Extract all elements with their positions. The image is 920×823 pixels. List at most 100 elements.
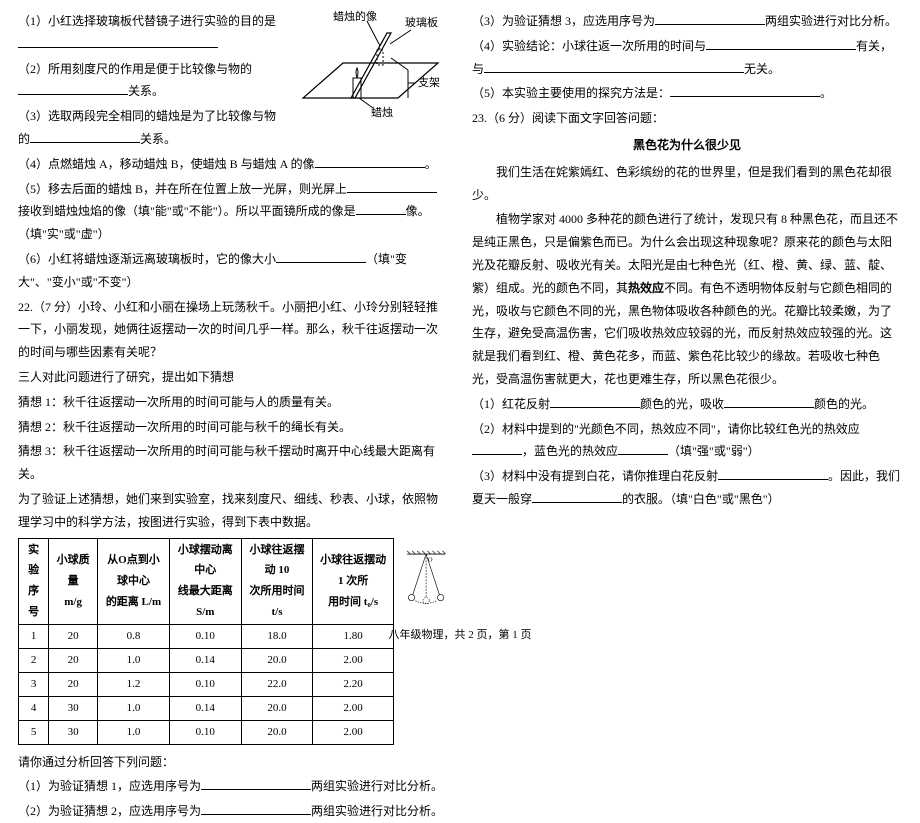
table-cell: 1.0 xyxy=(98,720,170,744)
t: （3）为验证猜想 3，应选用序号为 xyxy=(472,14,655,28)
table-header: 从O点到小球中心的距离 L/m xyxy=(98,538,170,625)
blank xyxy=(18,36,218,48)
table-cell: 4 xyxy=(19,696,49,720)
table-row: 2201.00.1420.02.00 xyxy=(19,648,394,672)
blank xyxy=(706,38,856,50)
right-column: （3）为验证猜想 3，应选用序号为两组实验进行对比分析。 （4）实验结论：小球往… xyxy=(472,8,902,823)
lbl-stand: 支架 xyxy=(418,76,440,89)
t: （2）所用刻度尺的作用是便于比较像与物的 xyxy=(18,62,252,76)
q23-head: 23.（6 分）阅读下面文字回答问题： xyxy=(472,107,902,130)
table-cell: 0.14 xyxy=(169,648,241,672)
t: （1）红花反射 xyxy=(472,397,550,411)
table-row: 4301.00.1420.02.00 xyxy=(19,696,394,720)
q21-4: （4）点燃蜡烛 A，移动蜡烛 B，使蜡烛 B 与蜡烛 A 的像。 xyxy=(18,153,448,176)
t: 接收到蜡烛烛焰的像（填"能"或"不能"）。所以平面镜所成的像是 xyxy=(18,204,356,218)
table-cell: 2.00 xyxy=(313,720,393,744)
table-cell: 0.10 xyxy=(169,720,241,744)
figure-mirror-setup: 蜡烛的像 玻璃板 支架 蜡烛 xyxy=(293,8,448,136)
t: 的衣服。（填"白色"或"黑色"） xyxy=(622,492,780,506)
table-header: 小球往返摆动 1 次所用时间 t₀/s xyxy=(313,538,393,625)
table-cell: 5 xyxy=(19,720,49,744)
blank xyxy=(724,396,814,408)
blank xyxy=(18,83,128,95)
table-cell: 1.0 xyxy=(98,648,170,672)
t: （4）实验结论：小球往返一次所用的时间与 xyxy=(472,39,706,53)
blank xyxy=(201,803,311,815)
q21-6: （6）小红将蜡烛逐渐远离玻璃板时，它的像大小（填"变大"、"变小"或"不变"） xyxy=(18,248,448,294)
blank xyxy=(484,61,744,73)
blank xyxy=(276,251,366,263)
t: （1）为验证猜想 1，应选用序号为 xyxy=(18,779,201,793)
q21-5: （5）移去后面的蜡烛 B，并在所在位置上放一光屏，则光屏上接收到蜡烛烛焰的像（填… xyxy=(18,178,448,246)
table-cell: 2.00 xyxy=(313,696,393,720)
table-row: 5301.00.1020.02.00 xyxy=(19,720,394,744)
table-cell: 0.10 xyxy=(169,672,241,696)
q22-g3: 猜想 3：秋千往返摆动一次所用的时间可能与秋千摆动时离开中心线最大距离有关。 xyxy=(18,440,448,486)
blank xyxy=(201,778,311,790)
t: ， xyxy=(522,444,534,458)
q23-q2: （2）材料中提到的"光颜色不同，热效应不同"，请你比较红色光的热效应，蓝色光的热… xyxy=(472,418,902,464)
t: 。 xyxy=(425,157,437,171)
table-cell: 3 xyxy=(19,672,49,696)
q22-a2: （2）为验证猜想 2，应选用序号为 两组实验进行对比分析。 xyxy=(18,800,448,823)
t: （3）材料中没有提到白花，请你推理白花反射 xyxy=(472,469,718,483)
lbl-candle: 蜡烛 xyxy=(371,106,393,119)
q23-title: 黑色花为什么很少见 xyxy=(472,134,902,157)
blank xyxy=(30,131,140,143)
blank xyxy=(718,468,828,480)
blank xyxy=(347,181,437,193)
t: 两组实验进行对比分析。 xyxy=(311,779,443,793)
t: （2）为验证猜想 2，应选用序号为 xyxy=(18,804,201,818)
t: 关系。 xyxy=(140,132,176,146)
blank xyxy=(670,85,820,97)
table-cell: 2.20 xyxy=(313,672,393,696)
t: 无关。 xyxy=(744,62,780,76)
q22-a1: （1）为验证猜想 1，应选用序号为 两组实验进行对比分析。 xyxy=(18,775,448,798)
q22-a4: （4）实验结论：小球往返一次所用的时间与有关，与无关。 xyxy=(472,35,902,81)
q22-intro: 三人对此问题进行了研究，提出如下猜想 xyxy=(18,366,448,389)
q22-a5: （5）本实验主要使用的探究方法是：。 xyxy=(472,82,902,105)
q22-a3: （3）为验证猜想 3，应选用序号为两组实验进行对比分析。 xyxy=(472,10,902,33)
table-cell: 20.0 xyxy=(241,696,313,720)
table-header: 实验序号 xyxy=(19,538,49,625)
t: 与 xyxy=(472,62,484,76)
t: （填"强"或"弱"） xyxy=(668,444,760,458)
t: 颜色的光，吸收 xyxy=(640,397,724,411)
q22-head: 22.（7 分）小玲、小红和小丽在操场上玩荡秋千。小丽把小红、小玲分别轻轻推一下… xyxy=(18,296,448,364)
table-cell: 1.2 xyxy=(98,672,170,696)
table-header: 小球摆动离中心线最大距离 S/m xyxy=(169,538,241,625)
t: 关系。 xyxy=(128,84,164,98)
t: 两组实验进行对比分析。 xyxy=(311,804,443,818)
q22-method: 为了验证上述猜想，她们来到实验室，找来刻度尺、细线、秒表、小球，依照物理学习中的… xyxy=(18,488,448,534)
table-cell: 2 xyxy=(19,648,49,672)
pendulum-svg: O xyxy=(404,534,448,624)
t: （5）本实验主要使用的探究方法是： xyxy=(472,86,670,100)
left-column: 蜡烛的像 玻璃板 支架 蜡烛 （1）小红选择玻璃板代替镜子进行实验的目的是 （2… xyxy=(18,8,448,823)
q22-g1: 猜想 1：秋千往返摆动一次所用的时间可能与人的质量有关。 xyxy=(18,391,448,414)
table-cell: 30 xyxy=(49,696,98,720)
q22-ask: 请你通过分析回答下列问题： xyxy=(18,751,448,774)
blank xyxy=(655,13,765,25)
q23-q1: （1）红花反射 颜色的光，吸收 颜色的光。 xyxy=(472,393,902,416)
q22-g2: 猜想 2：秋千往返摆动一次所用的时间可能与秋千的绳长有关。 xyxy=(18,416,448,439)
lbl-board: 玻璃板 xyxy=(405,15,438,29)
table-cell: 20.0 xyxy=(241,720,313,744)
table-cell: 22.0 xyxy=(241,672,313,696)
t: （6）小红将蜡烛逐渐远离玻璃板时，它的像大小 xyxy=(18,252,276,266)
table-cell: 2.00 xyxy=(313,648,393,672)
table-header: 小球往返摆动 10次所用时间 t/s xyxy=(241,538,313,625)
blank xyxy=(532,491,622,503)
t: 蓝色光的热效应 xyxy=(534,444,618,458)
table-cell: 30 xyxy=(49,720,98,744)
table-cell: 20 xyxy=(49,672,98,696)
t: 颜色的光。 xyxy=(814,397,874,411)
table-cell: 0.14 xyxy=(169,696,241,720)
table-header: 小球质量m/g xyxy=(49,538,98,625)
table-row: 3201.20.1022.02.20 xyxy=(19,672,394,696)
page-footer: 八年级物理，共 2 页，第 1 页 xyxy=(0,625,920,646)
t: （5）移去后面的蜡烛 B，并在所在位置上放一光屏，则光屏上 xyxy=(18,182,347,196)
q21-1-text: （1）小红选择玻璃板代替镜子进行实验的目的是 xyxy=(18,14,276,28)
q23-p1: 我们生活在姹紫嫣红、色彩缤纷的花的世界里，但是我们看到的黑色花却很少。 xyxy=(472,161,902,207)
blank xyxy=(618,443,668,455)
mirror-svg: 蜡烛的像 玻璃板 支架 蜡烛 xyxy=(293,8,448,128)
